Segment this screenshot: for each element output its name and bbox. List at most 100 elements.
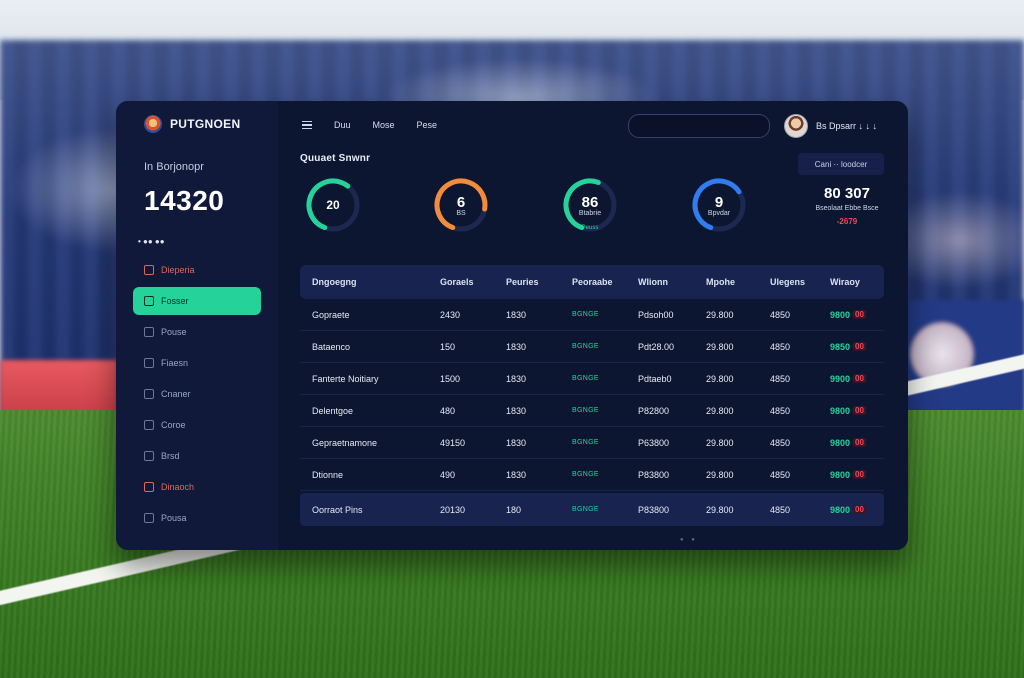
table-cell: 4850	[770, 504, 791, 515]
sidebar-item-label: Coroe	[161, 420, 186, 430]
top-menu-item-1[interactable]: Duu	[334, 120, 351, 130]
positive-value: 9850	[830, 341, 851, 352]
user-menu[interactable]: Bs Dpsarr ↓ ↓ ↓	[784, 114, 877, 138]
sidebar-metric-indicator: • ●● ●●	[138, 237, 165, 246]
column-header[interactable]: Ulegens	[770, 277, 806, 287]
stat-card: 80 307 Bseolaat Ebbe Bsce -2679	[804, 185, 890, 226]
table-cell: Gopraete	[312, 309, 350, 320]
table-cell: 4850	[770, 469, 791, 480]
negative-badge: 00	[853, 342, 866, 351]
table-total-row[interactable]: Oorraot Pins 20130 180 BGNGE P83800 29.8…	[300, 493, 884, 526]
table-cell: Pdtaeb0	[638, 373, 672, 384]
table-cell: 29.800	[706, 504, 734, 515]
sidebar-item-label: Pouse	[161, 327, 187, 337]
filter-button[interactable]: Cani ·· loodcer	[798, 153, 884, 175]
table-cell-status: BGNGE	[572, 439, 599, 446]
table-cell-status: BGNGE	[572, 311, 599, 318]
sidebar-item-7[interactable]: Brsd	[133, 442, 261, 470]
gauge-value: 20	[326, 198, 340, 212]
gauge-3: 86 Btabrie Peuss	[561, 176, 619, 234]
table-row[interactable]: Fanterte Noitiary 1500 1830 BGNGE Pdtaeb…	[300, 363, 884, 395]
table-cell-pair: 9800 00	[818, 310, 884, 320]
gauge-note: Peuss	[581, 225, 599, 231]
user-name: Bs Dpsarr ↓ ↓ ↓	[816, 121, 878, 131]
pager-dots[interactable]: ● ●	[680, 537, 698, 543]
table-cell: Pdsoh00	[638, 309, 674, 320]
table-cell: 490	[440, 469, 456, 480]
gauge-arc	[306, 178, 360, 232]
column-header[interactable]: Wlionn	[638, 277, 668, 287]
gauge-sublabel: BS	[456, 210, 466, 217]
stat-sublabel: Bseolaat Ebbe Bsce	[815, 205, 879, 212]
gauge-value: 6	[456, 194, 466, 211]
table-cell: 29.800	[706, 469, 734, 480]
positive-value: 9800	[830, 437, 851, 448]
table-cell: 4850	[770, 437, 791, 448]
sidebar-item-8[interactable]: Dinaoch	[133, 473, 261, 501]
column-header[interactable]: Mpohe	[706, 277, 735, 287]
sidebar-item-2[interactable]: Fosser	[133, 287, 261, 315]
table-row[interactable]: Dtionne 490 1830 BGNGE P83800 29.800 485…	[300, 459, 884, 491]
table-cell: 1500	[440, 373, 461, 384]
table-row[interactable]: Bataenco 150 1830 BGNGE Pdt28.00 29.800 …	[300, 331, 884, 363]
stat-value: 80 307	[824, 185, 870, 202]
table-cell-status: BGNGE	[572, 343, 599, 350]
negative-badge: 00	[853, 374, 866, 383]
sidebar-item-label: Brsd	[161, 451, 180, 461]
gauge-arc	[434, 178, 488, 232]
menu-icon[interactable]	[302, 121, 312, 129]
sidebar-item-6[interactable]: Coroe	[133, 411, 261, 439]
table-cell: 1830	[506, 405, 527, 416]
table-cell-pair: 9800 00	[818, 438, 884, 448]
image-icon	[144, 513, 154, 523]
gauge-ring	[306, 178, 360, 232]
search-input[interactable]	[628, 114, 770, 138]
brand[interactable]: PUTGNOEN	[144, 115, 240, 133]
top-menu-item-2[interactable]: Mose	[372, 120, 395, 130]
table-cell: 150	[440, 341, 456, 352]
negative-badge: 00	[853, 310, 866, 319]
table-cell: 1830	[506, 309, 527, 320]
sidebar-item-4[interactable]: Fiaesn	[133, 349, 261, 377]
sidebar-item-9[interactable]: Pousa	[133, 504, 261, 532]
sidebar-item-label: Fosser	[161, 296, 189, 306]
sidebar-nav: Dieperia Fosser Pouse Fiaesn Cnaner Coro…	[133, 256, 261, 535]
gauge-ring	[692, 178, 746, 232]
gauge-value: 86	[581, 194, 599, 211]
table-cell: Bataenco	[312, 341, 351, 352]
table-cell-pair: 9800 00	[818, 505, 884, 515]
gauge-ring	[434, 178, 488, 232]
sidebar-item-1[interactable]: Dieperia	[133, 256, 261, 284]
sidebar-item-5[interactable]: Cnaner	[133, 380, 261, 408]
top-menu-item-3[interactable]: Pese	[416, 120, 438, 130]
negative-badge: 00	[853, 406, 866, 415]
table-row[interactable]: Gopraete 2430 1830 BGNGE Pdsoh00 29.800 …	[300, 299, 884, 331]
column-header[interactable]: Wiraoy	[830, 277, 860, 287]
column-header[interactable]: Dngoegng	[312, 277, 357, 287]
data-table: Dngoegng Goraels Peuries Peoraabe Wlionn…	[300, 265, 884, 526]
positive-value: 9800	[830, 405, 851, 416]
table-cell: P83800	[638, 469, 670, 480]
table-cell: 29.800	[706, 309, 734, 320]
calendar-icon	[144, 265, 154, 275]
dashboard-panel: PUTGNOEN In Borjonopr 14320 • ●● ●● Diep…	[116, 101, 908, 550]
gauge-arc	[563, 178, 617, 232]
document-icon	[144, 451, 154, 461]
positive-value: 9800	[830, 469, 851, 480]
column-header[interactable]: Peoraabe	[572, 277, 613, 287]
table-row[interactable]: Delentgoe 480 1830 BGNGE P82800 29.800 4…	[300, 395, 884, 427]
gauge-sublabel: Bpvdar	[707, 210, 731, 217]
sidebar-item-3[interactable]: Pouse	[133, 318, 261, 346]
brand-logo-icon	[144, 115, 162, 133]
negative-badge: 00	[853, 470, 866, 479]
table-header: Dngoegng Goraels Peuries Peoraabe Wlionn…	[300, 265, 884, 299]
table-cell: 49150	[440, 437, 466, 448]
column-header[interactable]: Peuries	[506, 277, 539, 287]
positive-value: 9800	[830, 504, 851, 515]
gauge-1: 20	[304, 176, 362, 234]
main-content: Duu Mose Pese Bs Dpsarr ↓ ↓ ↓ Quuaet Snw…	[278, 101, 908, 550]
column-header[interactable]: Goraels	[440, 277, 474, 287]
positive-value: 9800	[830, 309, 851, 320]
table-cell: Delentgoe	[312, 405, 354, 416]
table-row[interactable]: Gepraetnamone 49150 1830 BGNGE P63800 29…	[300, 427, 884, 459]
